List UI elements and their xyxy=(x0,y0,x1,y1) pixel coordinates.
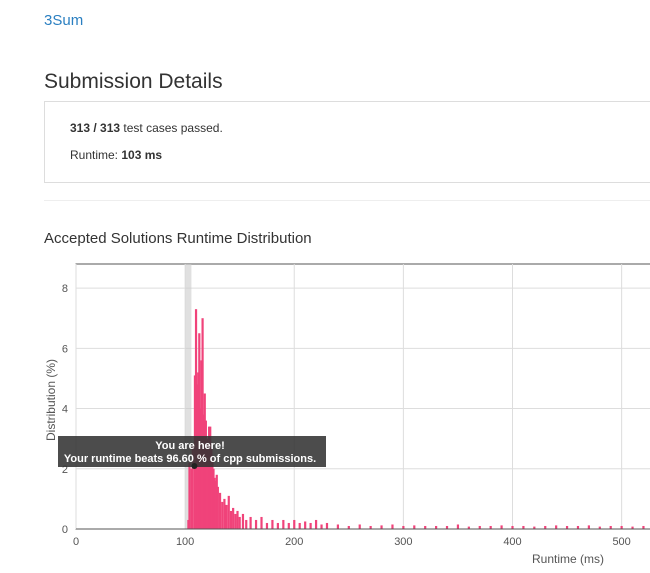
bar xyxy=(191,444,194,529)
bar xyxy=(598,526,601,529)
x-tick-label: 500 xyxy=(612,536,630,548)
bar xyxy=(241,513,245,529)
bar xyxy=(445,525,449,529)
bar xyxy=(216,486,219,529)
bar xyxy=(320,524,323,529)
bar xyxy=(287,522,290,529)
bar xyxy=(424,525,427,529)
bar xyxy=(304,521,307,529)
page-title: Submission Details xyxy=(44,70,223,93)
bar xyxy=(489,525,492,529)
bar xyxy=(402,525,405,529)
bar xyxy=(380,525,383,529)
bar xyxy=(358,524,361,529)
bar xyxy=(260,516,263,529)
current-runtime-band xyxy=(185,264,192,529)
bar xyxy=(265,522,269,529)
bar xyxy=(293,519,296,529)
chart-title: Accepted Solutions Runtime Distribution xyxy=(44,230,312,247)
passed-text: test cases passed. xyxy=(123,121,223,135)
divider xyxy=(44,200,650,201)
bar xyxy=(225,504,228,529)
bar xyxy=(511,525,514,529)
y-tick-label: 6 xyxy=(62,343,68,355)
y-tick-label: 2 xyxy=(62,464,68,476)
passed-count: 313 / 313 xyxy=(70,121,121,135)
bar xyxy=(576,525,580,529)
bar xyxy=(232,507,235,529)
bar xyxy=(609,525,612,529)
bar xyxy=(218,492,222,529)
bar xyxy=(555,525,558,529)
bar xyxy=(642,525,645,529)
runtime-label: Runtime: xyxy=(70,148,119,162)
bar xyxy=(236,510,239,529)
bar xyxy=(309,522,312,529)
bar xyxy=(391,524,394,529)
tooltip-pointer xyxy=(191,463,198,469)
bar xyxy=(271,519,274,529)
bar xyxy=(522,525,525,529)
bar xyxy=(229,510,233,529)
bar xyxy=(249,516,252,529)
bar xyxy=(314,519,318,529)
bar xyxy=(245,519,248,529)
x-tick-label: 300 xyxy=(394,536,412,548)
bar xyxy=(188,462,191,529)
tooltip-line: Your runtime beats 96.60 % of cpp submis… xyxy=(64,453,316,465)
bar xyxy=(254,519,258,529)
bar xyxy=(282,519,285,529)
bar xyxy=(227,495,230,529)
bar xyxy=(276,522,279,529)
details-box: 313 / 313 test cases passed. Runtime: 10… xyxy=(44,101,650,183)
x-tick-label: 100 xyxy=(176,536,194,548)
bar xyxy=(467,526,470,529)
y-tick-label: 4 xyxy=(62,404,68,416)
bar xyxy=(298,522,301,529)
y-tick-label: 8 xyxy=(62,283,68,295)
bar xyxy=(369,525,372,529)
bar xyxy=(238,516,241,529)
tooltip-line: You are here! xyxy=(155,440,225,452)
bar xyxy=(223,498,226,529)
x-tick-label: 400 xyxy=(503,536,521,548)
bar xyxy=(565,525,569,529)
problem-link[interactable]: 3Sum xyxy=(44,12,84,29)
bar xyxy=(435,525,438,529)
bar xyxy=(544,525,547,529)
x-tick-label: 0 xyxy=(73,536,79,548)
plot-border xyxy=(75,263,650,530)
bar xyxy=(587,525,590,529)
bar xyxy=(533,526,536,529)
bar xyxy=(500,525,503,529)
y-axis-label: Distribution (%) xyxy=(44,359,58,441)
y-tick-label: 0 xyxy=(62,524,68,536)
bar xyxy=(221,501,224,529)
x-tick-label: 200 xyxy=(285,536,303,548)
bar xyxy=(456,524,460,529)
bar xyxy=(478,525,481,529)
tooltip-box xyxy=(58,436,326,467)
bar xyxy=(620,525,623,529)
bar xyxy=(325,522,329,529)
runtime-value: 103 ms xyxy=(121,148,163,162)
bar xyxy=(234,513,237,529)
bar xyxy=(413,525,416,529)
bar xyxy=(631,526,634,529)
bar xyxy=(347,525,350,529)
x-axis-label: Runtime (ms) xyxy=(532,552,604,566)
tooltip: You are here!Your runtime beats 96.60 % … xyxy=(58,436,326,469)
bar xyxy=(336,524,340,529)
